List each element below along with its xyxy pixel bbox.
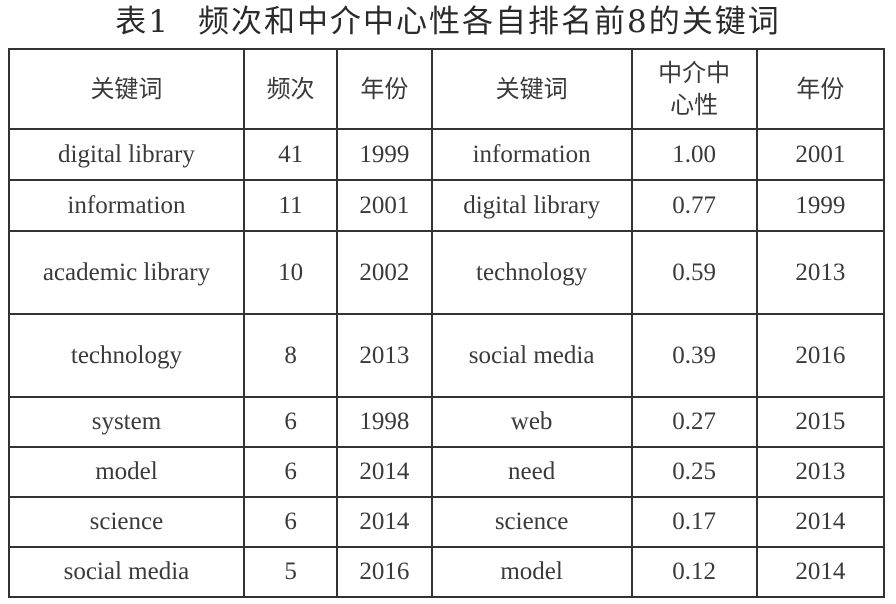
cell-year-frequency: 2014	[336, 496, 433, 548]
cell-year-centrality: 2001	[755, 128, 886, 181]
cell-year-frequency: 2001	[336, 179, 433, 232]
cell-year-centrality: 2015	[755, 396, 886, 448]
table-row: information 11 2001 digital library 0.77…	[8, 179, 886, 232]
table-row: social media 5 2016 model 0.12 2014	[8, 546, 886, 598]
cell-keyword-frequency: information	[8, 179, 245, 232]
cell-frequency: 6	[242, 396, 339, 448]
cell-year-frequency: 1999	[336, 128, 433, 181]
cell-keyword-centrality: need	[430, 446, 633, 498]
cell-frequency: 6	[242, 446, 339, 498]
keyword-table: 关键词 频次 年份 关键词 中介中心性 年份 digital library 4…	[8, 48, 886, 598]
cell-keyword-centrality: science	[430, 496, 633, 548]
cell-frequency: 11	[242, 179, 339, 232]
cell-centrality: 0.77	[630, 179, 758, 232]
table-row: science 6 2014 science 0.17 2014	[8, 496, 886, 548]
table-row: technology 8 2013 social media 0.39 2016	[8, 313, 886, 398]
cell-frequency: 6	[242, 496, 339, 548]
header-keyword-frequency: 关键词	[8, 48, 245, 130]
cell-keyword-centrality: digital library	[430, 179, 633, 232]
table-row: model 6 2014 need 0.25 2013	[8, 446, 886, 498]
cell-centrality: 0.59	[630, 230, 758, 315]
cell-frequency: 10	[242, 230, 339, 315]
cell-centrality: 0.17	[630, 496, 758, 548]
cell-year-centrality: 2014	[755, 546, 886, 598]
cell-keyword-frequency: system	[8, 396, 245, 448]
table-row: academic library 10 2002 technology 0.59…	[8, 230, 886, 315]
cell-year-centrality: 2013	[755, 230, 886, 315]
cell-frequency: 41	[242, 128, 339, 181]
table-number: 表1	[115, 4, 170, 40]
cell-frequency: 5	[242, 546, 339, 598]
header-year-centrality: 年份	[755, 48, 886, 130]
cell-centrality: 0.25	[630, 446, 758, 498]
cell-year-frequency: 2002	[336, 230, 433, 315]
cell-keyword-centrality: model	[430, 546, 633, 598]
cell-frequency: 8	[242, 313, 339, 398]
header-year-frequency: 年份	[336, 48, 433, 130]
header-centrality: 中介中心性	[630, 48, 758, 130]
cell-keyword-frequency: science	[8, 496, 245, 548]
cell-year-centrality: 2014	[755, 496, 886, 548]
table-caption: 表1 频次和中介中心性各自排名前8的关键词	[0, 0, 896, 44]
table-title: 频次和中介中心性各自排名前8的关键词	[198, 4, 781, 40]
cell-keyword-frequency: technology	[8, 313, 245, 398]
cell-keyword-centrality: information	[430, 128, 633, 181]
header-keyword-centrality: 关键词	[430, 48, 633, 130]
cell-year-frequency: 2014	[336, 446, 433, 498]
cell-year-frequency: 2013	[336, 313, 433, 398]
table-row: system 6 1998 web 0.27 2015	[8, 396, 886, 448]
cell-centrality: 0.12	[630, 546, 758, 598]
cell-centrality: 0.39	[630, 313, 758, 398]
cell-keyword-frequency: social media	[8, 546, 245, 598]
cell-keyword-frequency: academic library	[8, 230, 245, 315]
cell-centrality: 0.27	[630, 396, 758, 448]
cell-year-centrality: 2016	[755, 313, 886, 398]
cell-keyword-centrality: technology	[430, 230, 633, 315]
cell-keyword-centrality: social media	[430, 313, 633, 398]
cell-keyword-centrality: web	[430, 396, 633, 448]
table-row: digital library 41 1999 information 1.00…	[8, 128, 886, 181]
header-row: 关键词 频次 年份 关键词 中介中心性 年份	[8, 48, 886, 130]
cell-year-centrality: 2013	[755, 446, 886, 498]
header-frequency: 频次	[242, 48, 339, 130]
cell-year-frequency: 1998	[336, 396, 433, 448]
cell-keyword-frequency: model	[8, 446, 245, 498]
cell-year-frequency: 2016	[336, 546, 433, 598]
cell-centrality: 1.00	[630, 128, 758, 181]
cell-keyword-frequency: digital library	[8, 128, 245, 181]
cell-year-centrality: 1999	[755, 179, 886, 232]
